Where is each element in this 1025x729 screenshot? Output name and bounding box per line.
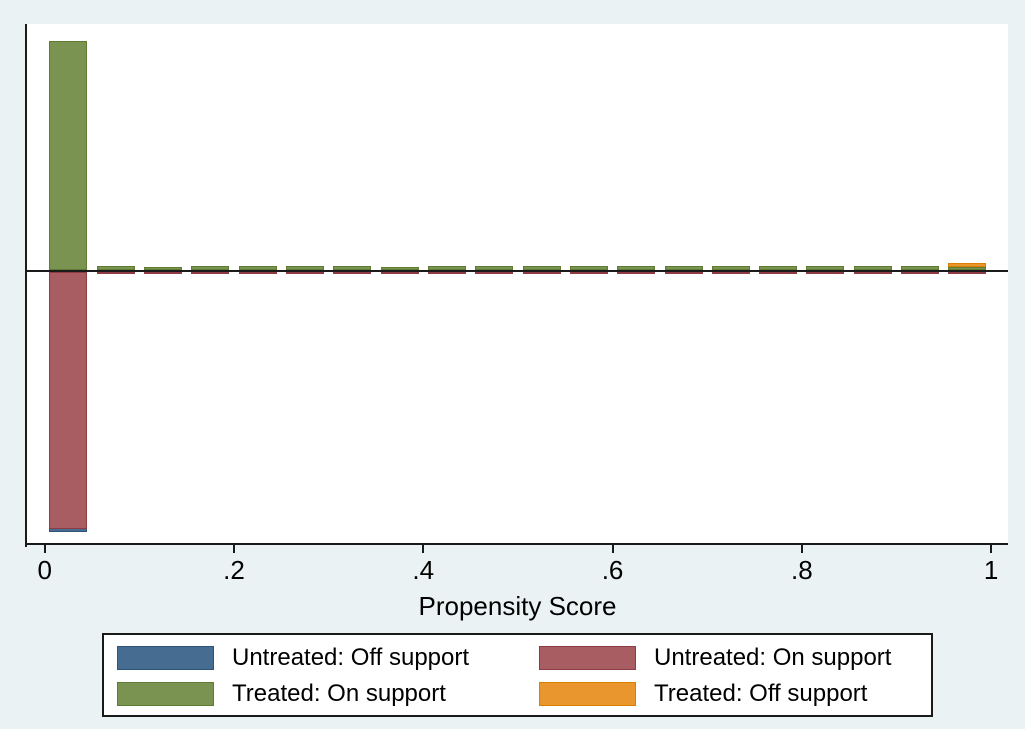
- legend-item-label: Untreated: Off support: [232, 644, 470, 671]
- treated-on-support-swatch: [117, 682, 214, 706]
- histogram-bar: [144, 272, 182, 274]
- plot-area: [27, 24, 1008, 545]
- histogram-bar: [711, 266, 750, 270]
- histogram-bar: [759, 266, 798, 270]
- histogram-bar: [901, 272, 940, 274]
- y-axis-line: [25, 24, 27, 547]
- histogram-bar: [664, 266, 703, 270]
- histogram-bar: [49, 272, 88, 529]
- histogram-bar: [191, 266, 230, 270]
- histogram-bar: [427, 272, 466, 274]
- histogram-bar: [475, 266, 514, 270]
- histogram-bar: [711, 272, 750, 274]
- x-tick: [990, 545, 993, 553]
- legend-item-untreated-off-support: Untreated: Off support: [117, 646, 469, 670]
- histogram-bar: [759, 272, 798, 274]
- legend-item-label: Treated: Off support: [654, 680, 868, 707]
- histogram-bar: [853, 272, 892, 274]
- histogram-bar: [948, 263, 987, 267]
- x-tick-label: .8: [790, 555, 813, 585]
- histogram-bar: [475, 272, 514, 274]
- histogram-bar: [380, 267, 419, 270]
- histogram-bar: [617, 272, 656, 274]
- legend-item-untreated-on-support: Untreated: On support: [539, 646, 891, 670]
- legend-item-treated-on-support: Treated: On support: [117, 682, 446, 706]
- histogram-bar: [144, 267, 182, 270]
- histogram-bar: [569, 266, 608, 270]
- histogram-bar: [285, 266, 324, 270]
- histogram-bar: [191, 272, 230, 274]
- histogram-bar: [427, 266, 466, 270]
- histogram-bar: [853, 266, 892, 270]
- histogram-bar: [806, 272, 845, 274]
- histogram-bar: [285, 272, 324, 274]
- zero-line: [27, 270, 1008, 272]
- legend-item-label: Treated: On support: [232, 680, 446, 707]
- histogram-bar: [238, 266, 277, 270]
- histogram-bar: [901, 266, 940, 270]
- histogram-bar: [806, 266, 845, 270]
- histogram-bar: [96, 266, 135, 270]
- histogram-bar: [49, 41, 88, 270]
- x-tick: [800, 545, 803, 553]
- histogram-bar: [948, 267, 987, 270]
- x-tick-label: 0: [37, 555, 52, 585]
- legend-item-label: Untreated: On support: [654, 644, 892, 671]
- histogram-bar: [333, 272, 372, 274]
- histogram-bar: [96, 272, 135, 274]
- histogram-bar: [948, 272, 987, 274]
- histogram-bar: [522, 272, 561, 274]
- histogram-bar: [522, 266, 561, 270]
- x-axis-line: [25, 543, 1008, 545]
- x-axis-title: Propensity Score: [418, 591, 617, 621]
- x-tick: [232, 545, 235, 553]
- histogram-bar: [238, 272, 277, 274]
- histogram-bar: [617, 266, 656, 270]
- treated-off-support-swatch: [539, 682, 636, 706]
- legend: Untreated: Off support Untreated: On sup…: [102, 633, 933, 717]
- untreated-off-support-swatch: [117, 646, 214, 670]
- legend-item-treated-off-support: Treated: Off support: [539, 682, 867, 706]
- x-tick-label: 1: [983, 555, 999, 585]
- x-tick-label: .2: [223, 555, 245, 585]
- x-tick: [43, 545, 46, 553]
- x-tick-label: .6: [601, 555, 624, 585]
- x-tick: [422, 545, 425, 553]
- histogram-bar: [333, 266, 372, 270]
- histogram-bar: [569, 272, 608, 274]
- x-tick-label: .4: [412, 555, 435, 585]
- x-tick: [611, 545, 614, 553]
- untreated-on-support-swatch: [539, 646, 636, 670]
- histogram-bar: [380, 272, 419, 274]
- histogram-bar: [664, 272, 703, 274]
